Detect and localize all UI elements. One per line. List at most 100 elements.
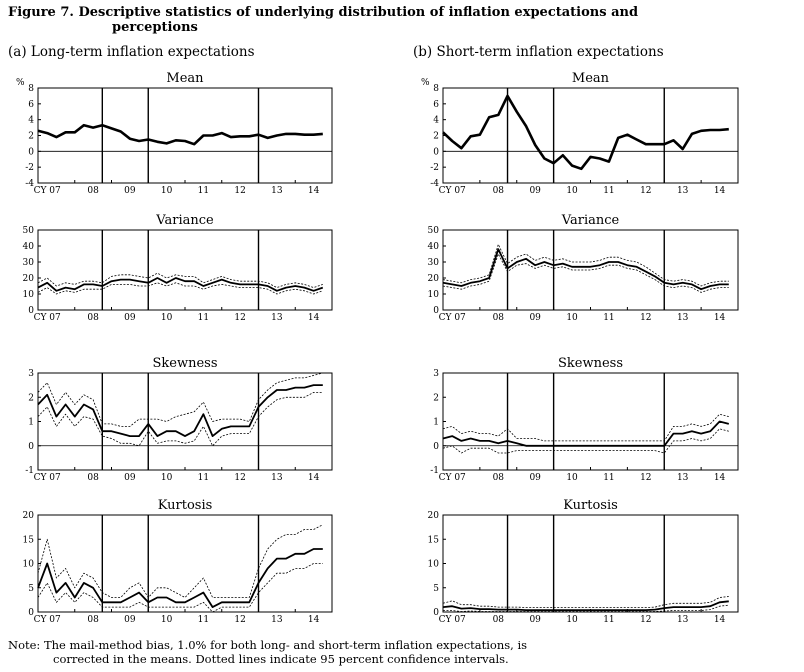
y-tick-label: 10 [23, 560, 35, 570]
figure-title-line2: perceptions [112, 20, 198, 35]
series-line-lower [37, 282, 323, 295]
x-tick-label: 11 [198, 313, 209, 323]
series-line-upper [442, 596, 729, 608]
plot-frame [442, 87, 739, 184]
series-line-mean [37, 548, 323, 608]
x-tick-label: 08 [87, 615, 99, 625]
y-tick-label: 2 [28, 132, 34, 142]
x-tick-label: 10 [161, 473, 173, 483]
plot-frame [442, 229, 739, 311]
figure-title-line1: Figure 7. Descriptive statistics of unde… [8, 5, 639, 20]
y-tick-label: 10 [23, 290, 35, 300]
plot-frame [37, 372, 333, 471]
y-tick-label: 0 [433, 147, 439, 157]
y-tick-label: 0 [433, 608, 439, 618]
figure-title: Figure 7. Descriptive statistics of unde… [8, 5, 798, 35]
y-tick-label: 2 [28, 393, 34, 403]
x-tick-label: 09 [529, 313, 541, 323]
series-line-upper [37, 272, 323, 289]
x-tick-label: 08 [493, 615, 505, 625]
x-tick-label: 11 [198, 615, 209, 625]
plot-frame [37, 87, 333, 184]
y-tick-label: 20 [23, 511, 35, 521]
y-axis-label: % [421, 78, 430, 88]
chart-title: Skewness [558, 356, 623, 371]
y-tick-label: 4 [433, 116, 439, 126]
x-tick-label: 09 [124, 313, 136, 323]
chart-title: Variance [561, 213, 620, 228]
y-tick-label: -4 [430, 179, 439, 189]
x-tick-label: CY 07 [34, 313, 61, 323]
y-tick-label: -4 [25, 179, 34, 189]
y-tick-label: 15 [23, 535, 35, 545]
y-tick-label: 30 [23, 258, 35, 268]
x-tick-label: 12 [234, 615, 245, 625]
y-tick-label: 50 [23, 226, 35, 236]
x-tick-label: CY 07 [439, 615, 466, 625]
chart-title: Mean [572, 71, 610, 86]
x-tick-label: CY 07 [34, 615, 61, 625]
y-tick-label: 0 [433, 442, 439, 452]
x-tick-label: 11 [603, 313, 614, 323]
x-tick-label: CY 07 [439, 186, 466, 196]
y-tick-label: 4 [28, 116, 34, 126]
figure-note: Note: The mail-method bias, 1.0% for bot… [8, 638, 798, 666]
series-line-lower [443, 604, 729, 612]
x-tick-label: 11 [198, 473, 209, 483]
x-tick-label: 10 [161, 615, 173, 625]
chart-b-variance: Variance 0 10 20 30 40 50 CY 07 08 09 10 11 12 13 14 [428, 213, 739, 323]
x-tick-label: 09 [529, 615, 541, 625]
y-tick-label: 8 [433, 84, 439, 94]
x-tick-label: 08 [493, 186, 505, 196]
x-tick-label: 13 [271, 615, 283, 625]
note-line1: Note: The mail-method bias, 1.0% for bot… [8, 638, 528, 652]
y-tick-label: 0 [28, 147, 34, 157]
x-tick-label: 10 [566, 615, 578, 625]
chart-title: Skewness [152, 356, 217, 371]
x-tick-label: 14 [714, 473, 726, 483]
y-axis-label: % [16, 78, 25, 88]
series-line-mean [442, 600, 729, 611]
x-tick-label: 14 [308, 615, 320, 625]
chart-a-kurtosis: Kurtosis 0 5 10 15 20 CY 07 08 09 10 11 12 13 14 [23, 498, 333, 625]
x-tick-label: 09 [124, 615, 136, 625]
y-tick-label: 15 [428, 535, 440, 545]
y-tick-label: 50 [428, 226, 440, 236]
series-line-lower [442, 253, 729, 293]
x-tick-label: 10 [161, 313, 173, 323]
y-tick-label: 2 [433, 393, 439, 403]
series-line-lower [37, 563, 323, 613]
series-line-mean [442, 248, 729, 291]
x-tick-label: 14 [714, 313, 726, 323]
x-tick-label: 09 [124, 473, 136, 483]
x-tick-label: 13 [271, 186, 283, 196]
x-tick-label: CY 07 [34, 473, 61, 483]
chart-b-mean: Mean% -4 -2 0 2 4 6 8 CY 07 08 09 10 11 12 13 14 [421, 71, 739, 196]
x-tick-label: 14 [714, 186, 726, 196]
x-tick-label: 13 [677, 186, 689, 196]
y-tick-label: -2 [430, 163, 439, 173]
y-tick-label: 1 [433, 418, 439, 428]
x-tick-label: 10 [161, 186, 173, 196]
chart-title: Kurtosis [563, 498, 618, 513]
x-tick-label: CY 07 [439, 313, 466, 323]
plot-frame [442, 372, 739, 471]
note-line2: corrected in the means. Dotted lines ind… [53, 652, 509, 666]
x-tick-label: 09 [529, 186, 541, 196]
y-tick-label: -2 [25, 163, 34, 173]
y-tick-label: 3 [433, 369, 439, 379]
x-tick-label: 10 [566, 473, 578, 483]
x-tick-label: 11 [198, 186, 209, 196]
y-tick-label: 40 [23, 242, 35, 252]
x-tick-label: 14 [714, 615, 726, 625]
y-tick-label: 3 [28, 369, 34, 379]
y-tick-label: 30 [428, 258, 440, 268]
y-tick-label: 10 [428, 290, 440, 300]
series-line-upper [37, 372, 323, 427]
y-tick-label: 8 [28, 84, 34, 94]
plot-frame [37, 229, 333, 311]
panel-b-heading: (b) Short-term inflation expectations [413, 44, 664, 60]
y-tick-label: 5 [28, 584, 34, 594]
x-tick-label: 10 [566, 186, 578, 196]
